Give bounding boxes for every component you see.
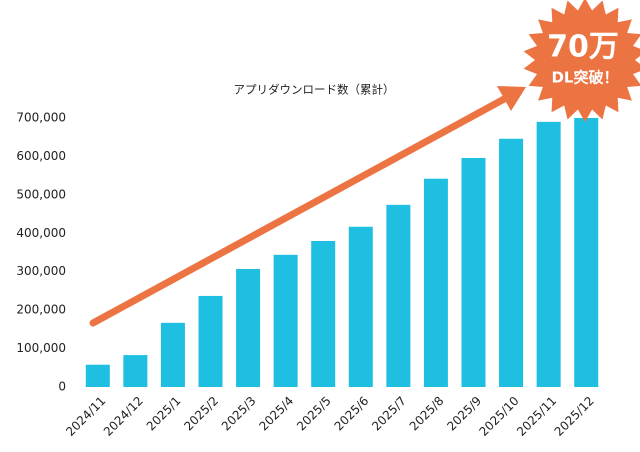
- x-tick-label: 2025/5: [294, 394, 334, 434]
- bar: [423, 178, 448, 387]
- bar: [311, 240, 336, 387]
- y-tick-label: 100,000: [16, 341, 66, 355]
- y-tick-label: 500,000: [16, 187, 66, 201]
- y-tick-label: 200,000: [16, 303, 66, 317]
- bar: [499, 138, 524, 387]
- bar: [123, 355, 148, 387]
- x-tick-label: 2025/10: [477, 394, 522, 439]
- bar: [574, 118, 599, 387]
- x-tick-label: 2024/12: [101, 394, 146, 439]
- badge-text: DL突破！: [551, 69, 618, 87]
- y-tick-label: 300,000: [16, 264, 66, 278]
- bar: [461, 157, 486, 387]
- bar: [386, 204, 411, 387]
- y-tick-label: 700,000: [16, 111, 66, 125]
- y-tick-label: 0: [58, 380, 66, 394]
- bar: [348, 226, 373, 387]
- x-tick-label: 2025/6: [332, 394, 372, 434]
- x-tick-label: 2025/4: [256, 394, 296, 434]
- bar: [85, 364, 110, 387]
- trend-arrow: [89, 94, 510, 327]
- chart-title: アプリダウンロード数（累計）: [234, 83, 395, 97]
- badge-text: 70万: [547, 30, 619, 65]
- x-tick-label: 2025/2: [181, 394, 221, 434]
- x-tick-label: 2025/12: [552, 394, 597, 439]
- x-tick-label: 2025/3: [219, 394, 259, 434]
- x-tick-label: 2025/1: [144, 394, 184, 434]
- bar: [536, 121, 561, 387]
- bar: [273, 254, 298, 387]
- x-tick-label: 2025/11: [514, 394, 559, 439]
- y-tick-label: 600,000: [16, 149, 66, 163]
- bar: [160, 322, 185, 387]
- x-tick-label: 2025/8: [407, 394, 447, 434]
- badge: [523, 0, 640, 122]
- bar: [198, 295, 223, 387]
- arrow-head: [497, 86, 526, 111]
- x-tick-label: 2024/11: [63, 394, 108, 439]
- y-tick-label: 400,000: [16, 226, 66, 240]
- x-tick-label: 2025/7: [369, 394, 409, 434]
- bar: [236, 269, 261, 387]
